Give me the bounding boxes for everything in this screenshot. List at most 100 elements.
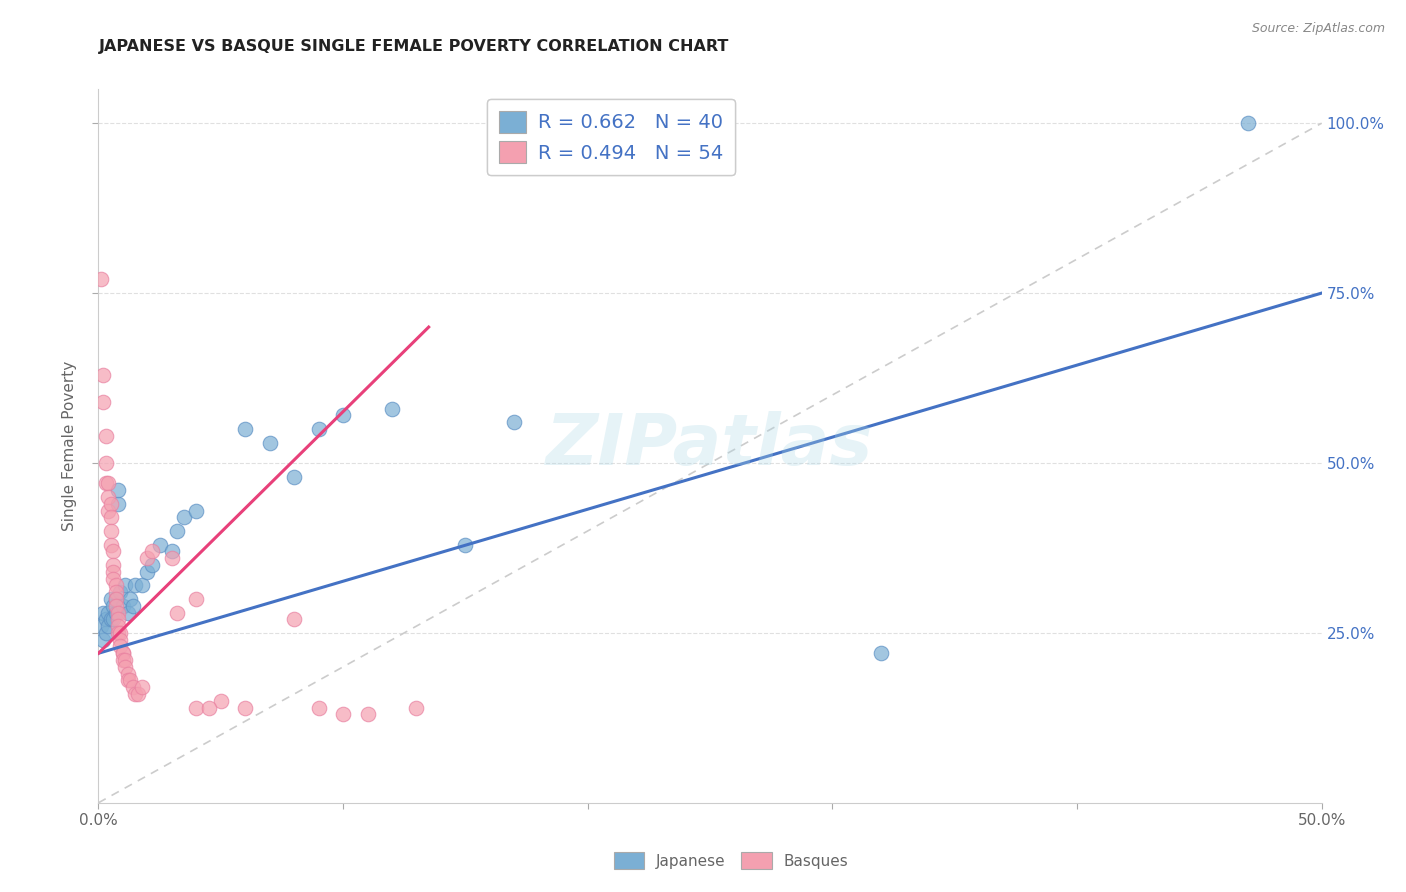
Point (149, 537, 172, 551)
Point (405, 700, 427, 714)
Point (117, 666, 139, 681)
Point (111, 646, 134, 660)
Point (131, 680, 153, 694)
Point (160, 551, 183, 566)
Point (104, 591, 127, 606)
Point (308, 700, 330, 714)
Point (110, 585, 132, 599)
Point (197, 700, 219, 714)
Point (117, 673, 139, 688)
Point (503, 415, 526, 429)
Point (332, 409, 354, 423)
Point (97, 606, 120, 620)
Point (104, 599, 127, 613)
Point (101, 612, 124, 626)
Point (100, 612, 122, 626)
Point (124, 687, 146, 701)
Text: Source: ZipAtlas.com: Source: ZipAtlas.com (1251, 22, 1385, 36)
Point (100, 497, 122, 511)
Point (141, 558, 163, 572)
Point (111, 646, 134, 660)
Point (110, 626, 132, 640)
Point (308, 422, 330, 436)
Point (100, 510, 122, 524)
Point (114, 578, 136, 592)
Point (104, 578, 127, 592)
Point (283, 612, 305, 626)
Point (136, 551, 159, 566)
Point (120, 591, 142, 606)
Point (136, 565, 159, 579)
Point (91, 606, 114, 620)
Point (186, 503, 208, 517)
Point (283, 469, 305, 483)
Point (94, 429, 117, 443)
Point (104, 585, 127, 599)
Point (94, 456, 117, 470)
Point (107, 483, 129, 498)
Point (97, 490, 120, 504)
Point (117, 606, 139, 620)
Point (121, 680, 143, 694)
Point (107, 612, 129, 626)
Point (121, 599, 143, 613)
Point (111, 653, 134, 667)
Point (173, 510, 195, 524)
Point (110, 632, 132, 647)
Point (97, 503, 120, 517)
Point (870, 646, 893, 660)
Point (1237, 116, 1260, 130)
Point (110, 640, 132, 654)
Point (104, 606, 127, 620)
Point (114, 660, 136, 674)
Point (381, 401, 404, 416)
Text: JAPANESE VS BASQUE SINGLE FEMALE POVERTY CORRELATION CHART: JAPANESE VS BASQUE SINGLE FEMALE POVERTY… (98, 38, 728, 54)
Point (101, 565, 124, 579)
Point (233, 422, 256, 436)
Point (111, 599, 134, 613)
Point (233, 700, 256, 714)
Point (209, 694, 232, 708)
Point (100, 537, 122, 551)
Point (94, 612, 117, 626)
Point (97, 476, 120, 491)
Point (91, 368, 114, 382)
Point (101, 558, 124, 572)
Point (120, 673, 142, 688)
Point (186, 700, 208, 714)
Point (100, 524, 122, 538)
Point (186, 591, 208, 606)
Point (332, 707, 354, 722)
Point (160, 544, 183, 558)
Point (166, 606, 188, 620)
Point (104, 591, 127, 606)
Text: ZIPatlas: ZIPatlas (547, 411, 873, 481)
Point (91, 632, 114, 647)
Point (101, 544, 124, 558)
Point (141, 544, 163, 558)
Point (166, 524, 188, 538)
Point (101, 599, 124, 613)
Point (94, 626, 117, 640)
Point (101, 572, 124, 586)
Point (454, 537, 477, 551)
Point (114, 653, 136, 667)
Point (107, 626, 129, 640)
Point (90, 619, 112, 633)
Point (356, 707, 378, 722)
Y-axis label: Single Female Poverty: Single Female Poverty (62, 361, 77, 531)
Point (107, 619, 129, 633)
Point (91, 394, 114, 409)
Point (127, 687, 149, 701)
Point (131, 578, 153, 592)
Legend: Japanese, Basques: Japanese, Basques (607, 846, 855, 875)
Point (100, 591, 122, 606)
Point (124, 578, 146, 592)
Point (259, 435, 281, 450)
Legend: R = 0.662   N = 40, R = 0.494   N = 54: R = 0.662 N = 40, R = 0.494 N = 54 (488, 99, 735, 175)
Point (107, 497, 129, 511)
Point (97, 619, 120, 633)
Point (90, 272, 112, 286)
Point (107, 606, 129, 620)
Point (94, 476, 117, 491)
